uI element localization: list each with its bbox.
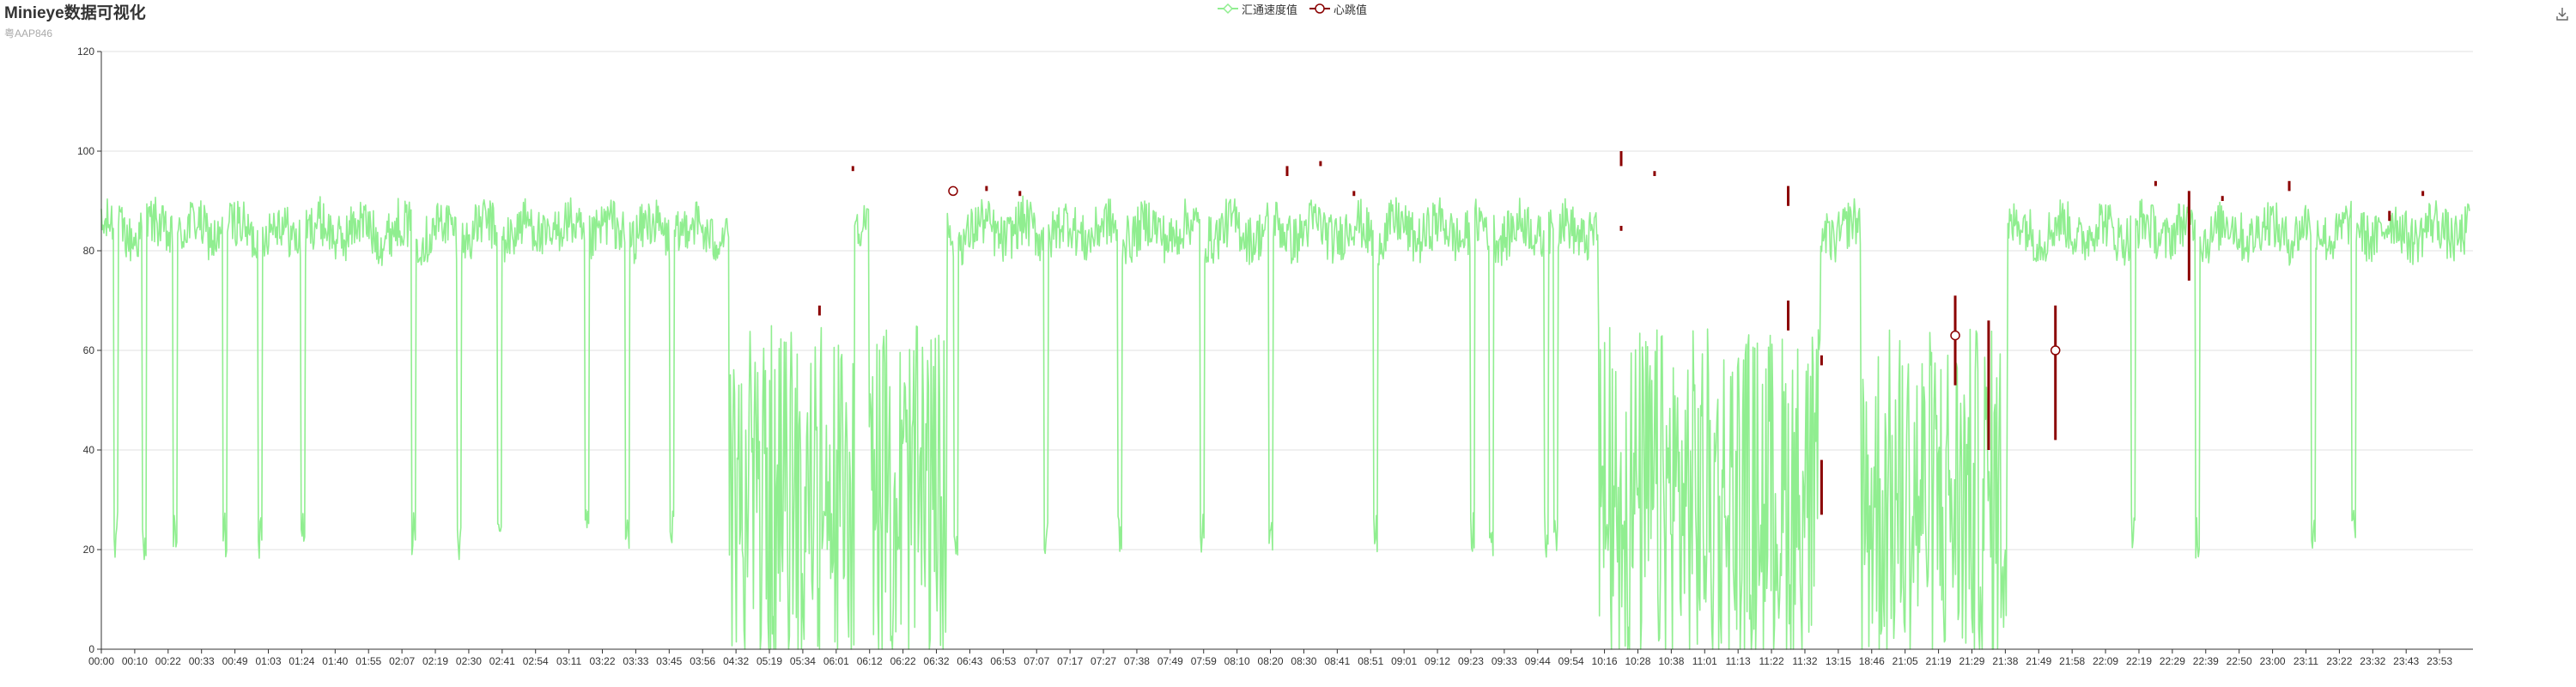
x-tick-label: 08:30: [1291, 655, 1316, 667]
x-tick-label: 08:41: [1324, 655, 1350, 667]
x-tick-label: 09:12: [1425, 655, 1450, 667]
series-heart-marks: [817, 151, 2425, 515]
chart-title: Minieye数据可视化: [4, 4, 146, 22]
x-tick-label: 23:11: [2293, 655, 2318, 667]
x-tick-label: 22:09: [2093, 655, 2118, 667]
x-tick-label: 11:22: [1759, 655, 1784, 667]
speed-series-path: [100, 195, 2470, 650]
x-tick-label: 05:19: [756, 655, 782, 667]
chart-subtitle: 粤AAP846: [4, 27, 53, 40]
legend-label-speed: 汇通速度值: [1242, 3, 1298, 16]
x-tick-label: 21:19: [1926, 655, 1952, 667]
x-tick-label: 22:29: [2160, 655, 2185, 667]
x-tick-label: 09:44: [1525, 655, 1551, 667]
x-tick-label: 07:49: [1157, 655, 1183, 667]
y-tick-label: 60: [83, 344, 95, 356]
x-tick-label: 08:10: [1224, 655, 1250, 667]
legend-item-speed[interactable]: 汇通速度值: [1218, 1, 1297, 17]
x-tick-label: 09:54: [1558, 655, 1584, 667]
y-tick-label: 100: [77, 145, 94, 157]
x-tick-label: 09:01: [1391, 655, 1417, 667]
x-tick-label: 00:33: [189, 655, 215, 667]
x-tick-label: 00:10: [122, 655, 148, 667]
download-icon: [2556, 8, 2568, 21]
x-tick-label: 02:07: [389, 655, 415, 667]
x-axis-ticks: 00:00 00:10 00:22 00:33 00:49 01:03 01:24 01:40…: [88, 649, 2452, 667]
x-tick-label: 00:49: [222, 655, 248, 667]
x-tick-label: 09:33: [1492, 655, 1517, 667]
legend-item-heart[interactable]: 心跳值: [1309, 1, 1367, 17]
x-tick-label: 06:01: [823, 655, 849, 667]
x-tick-label: 09:23: [1458, 655, 1484, 667]
x-tick-label: 03:33: [623, 655, 648, 667]
x-tick-label: 23:43: [2393, 655, 2419, 667]
x-tick-label: 23:22: [2326, 655, 2352, 667]
x-tick-label: 04:32: [723, 655, 749, 667]
x-tick-label: 07:27: [1091, 655, 1116, 667]
x-tick-label: 22:39: [2193, 655, 2219, 667]
y-tick-label: 80: [83, 245, 95, 257]
x-tick-label: 10:38: [1658, 655, 1684, 667]
x-tick-label: 03:22: [590, 655, 616, 667]
y-tick-label: 40: [83, 444, 95, 456]
series-speed-line: [100, 195, 2470, 650]
x-tick-label: 01:55: [355, 655, 381, 667]
heart-value-point[interactable]: [948, 185, 958, 197]
y-tick-label: 120: [77, 46, 94, 58]
x-tick-label: 03:45: [656, 655, 682, 667]
x-tick-label: 03:56: [690, 655, 715, 667]
x-tick-label: 23:00: [2260, 655, 2286, 667]
x-tick-label: 10:16: [1592, 655, 1618, 667]
x-tick-label: 21:05: [1893, 655, 1918, 667]
x-tick-label: 22:50: [2227, 655, 2252, 667]
legend-diamond-icon: [1218, 3, 1238, 15]
chart-legend: 汇通速度值 心跳值: [1218, 1, 1379, 17]
x-tick-label: 03:11: [556, 655, 581, 667]
x-tick-label: 07:17: [1057, 655, 1083, 667]
x-tick-label: 06:32: [924, 655, 950, 667]
y-tick-label: 0: [88, 643, 94, 655]
x-tick-label: 11:01: [1692, 655, 1717, 667]
x-tick-label: 00:00: [88, 655, 114, 667]
x-tick-label: 23:32: [2360, 655, 2385, 667]
x-tick-label: 06:22: [890, 655, 916, 667]
x-tick-label: 07:07: [1024, 655, 1049, 667]
heart-value-point[interactable]: [2050, 345, 2061, 356]
x-tick-label: 01:03: [255, 655, 281, 667]
heart-value-point[interactable]: [1950, 330, 1960, 341]
x-tick-label: 18:46: [1859, 655, 1885, 667]
x-tick-label: 02:19: [422, 655, 448, 667]
x-tick-label: 21:29: [1959, 655, 1984, 667]
x-tick-label: 10:28: [1625, 655, 1650, 667]
x-tick-label: 06:43: [957, 655, 982, 667]
x-tick-label: 06:12: [857, 655, 883, 667]
legend-label-heart: 心跳值: [1334, 3, 1368, 16]
x-tick-label: 22:19: [2126, 655, 2152, 667]
x-tick-label: 01:40: [322, 655, 348, 667]
save-as-image-button[interactable]: [2554, 5, 2571, 22]
x-tick-label: 11:32: [1792, 655, 1817, 667]
x-tick-label: 02:54: [523, 655, 549, 667]
y-axis-ticks: 0 20 40 60 80 100 120: [77, 46, 101, 655]
x-tick-label: 08:20: [1258, 655, 1284, 667]
x-tick-label: 07:38: [1124, 655, 1150, 667]
x-tick-label: 21:49: [2026, 655, 2051, 667]
x-tick-label: 21:38: [1992, 655, 2018, 667]
legend-circle-icon: [1309, 3, 1331, 14]
x-tick-label: 02:30: [456, 655, 482, 667]
x-tick-label: 02:41: [489, 655, 515, 667]
x-tick-label: 13:15: [1826, 655, 1851, 667]
x-tick-label: 00:22: [155, 655, 181, 667]
x-tick-label: 11:13: [1726, 655, 1751, 667]
x-tick-label: 07:59: [1191, 655, 1217, 667]
x-tick-label: 06:53: [990, 655, 1016, 667]
x-tick-label: 21:58: [2059, 655, 2085, 667]
y-tick-label: 20: [83, 544, 95, 556]
x-tick-label: 08:51: [1358, 655, 1383, 667]
x-tick-label: 23:53: [2427, 655, 2452, 667]
x-tick-label: 01:24: [289, 655, 314, 667]
x-tick-label: 05:34: [790, 655, 816, 667]
